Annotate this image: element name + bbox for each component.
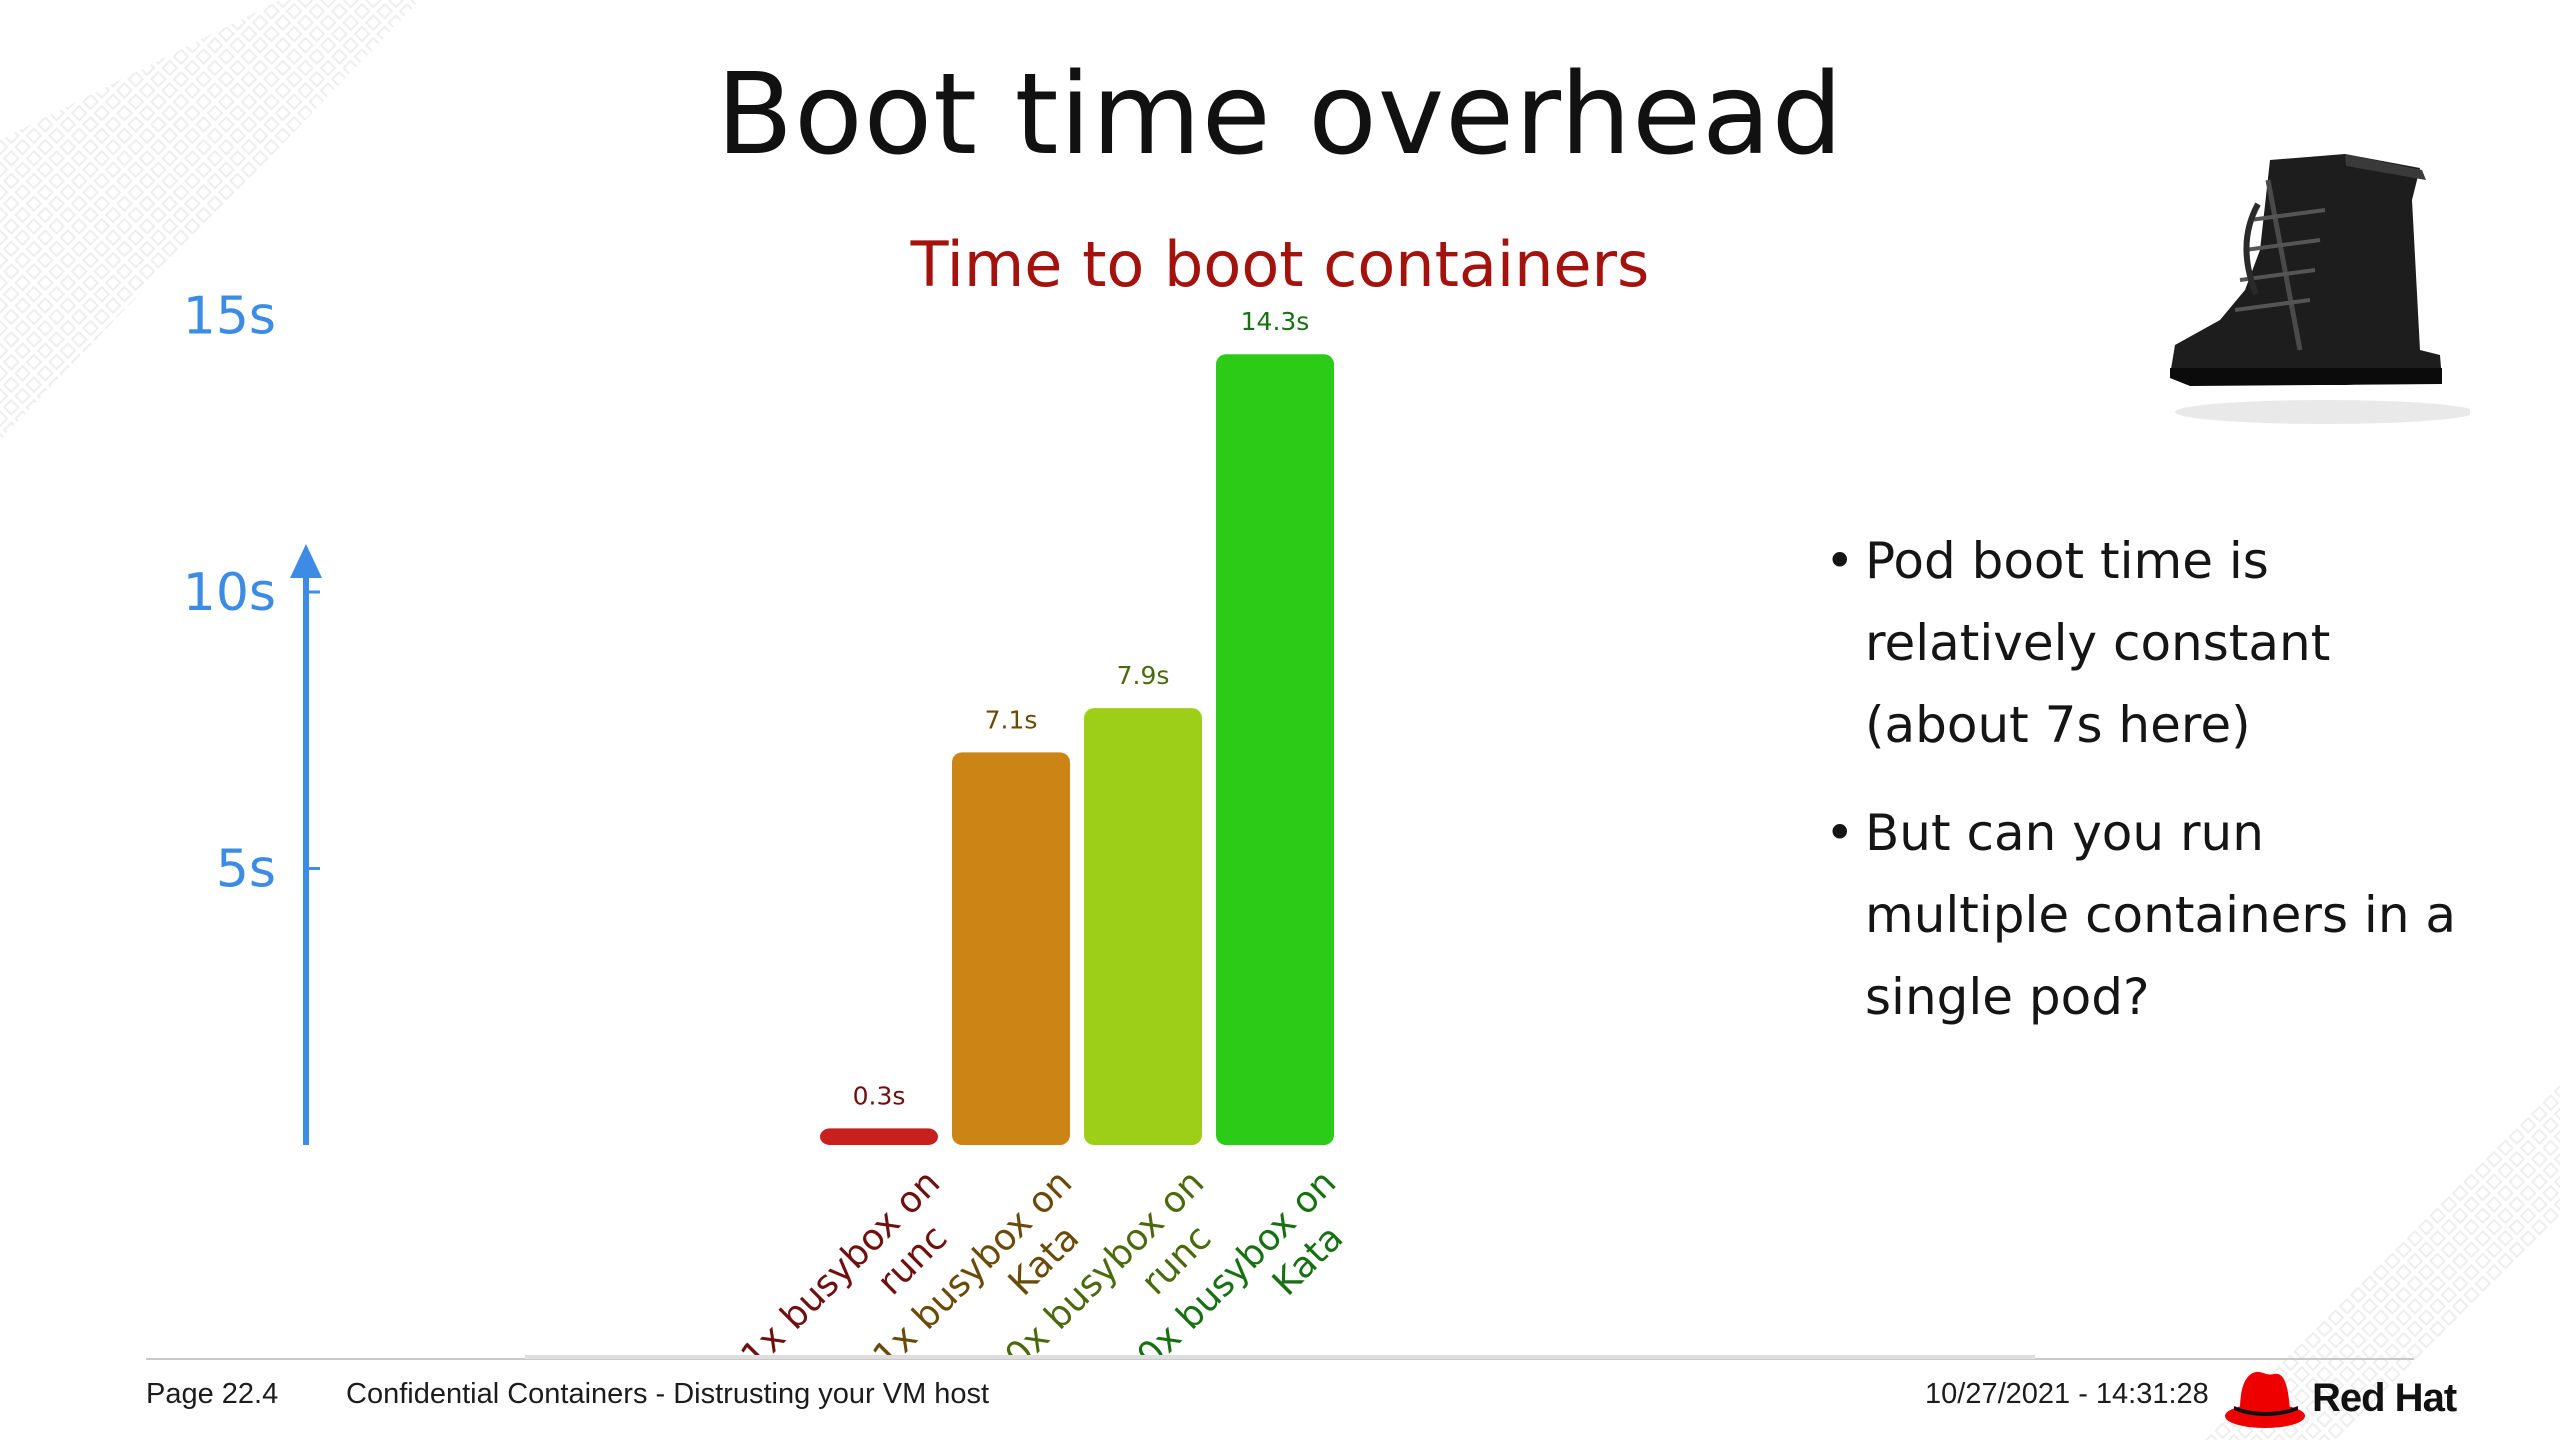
bar-data-label: 7.1s <box>985 705 1038 734</box>
footer-divider <box>146 1358 2414 1360</box>
red-hat-logo-icon <box>2225 1371 2305 1428</box>
bar <box>820 1128 938 1145</box>
page-number: Page 22.4 <box>146 1378 279 1410</box>
slide-subtitle: Time to boot containers <box>910 228 1650 301</box>
decorative-pattern-top-left <box>0 0 420 440</box>
bar-data-label: 7.9s <box>1117 661 1170 690</box>
bar <box>1216 354 1334 1146</box>
y-tick-label: 5s <box>216 840 276 900</box>
boot-image <box>2170 154 2470 424</box>
bar-data-label: 0.3s <box>853 1081 906 1110</box>
bar-data-label: 14.3s <box>1241 307 1310 336</box>
timestamp: 10/27/2021 - 14:31:28 <box>1925 1378 2209 1410</box>
talk-title: Confidential Containers - Distrusting yo… <box>346 1378 990 1410</box>
y-tick-label: 15s <box>183 287 276 347</box>
footer-divider-accent <box>525 1355 2035 1359</box>
bar <box>952 752 1070 1145</box>
slide-title: Boot time overhead <box>716 50 1844 180</box>
bar <box>1084 708 1202 1145</box>
y-axis-arrow-icon <box>290 544 322 578</box>
brand-name: Red Hat <box>2312 1376 2457 1420</box>
bullet-item: But can you run multiple containers in a… <box>1825 792 2465 1038</box>
decorative-pattern-bottom-right <box>2200 1080 2560 1440</box>
y-tick-label: 10s <box>183 563 276 623</box>
bullet-list: Pod boot time is relatively constant (ab… <box>1825 520 2465 1064</box>
bullet-item: Pod boot time is relatively constant (ab… <box>1825 520 2465 766</box>
